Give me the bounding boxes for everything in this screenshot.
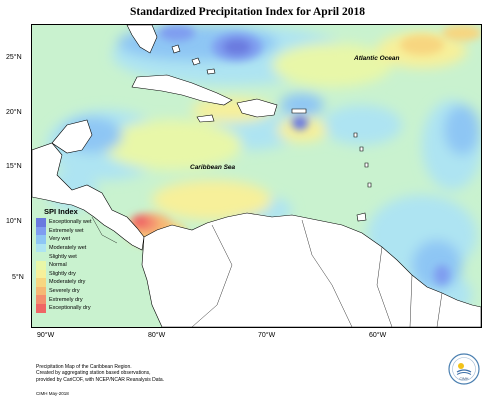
footnote-stamp: CIMH May-2018	[36, 391, 69, 396]
lat-tick-20n: 20°N	[6, 109, 22, 116]
legend-label: Exceptionally wet	[49, 219, 92, 226]
legend-label: Normal	[49, 262, 67, 269]
lon-tick-80w: 80°W	[148, 332, 166, 339]
legend-label: Moderately dry	[49, 279, 86, 286]
spi-legend: SPI Index Exceptionally wet Extremely wet…	[36, 207, 106, 313]
legend-swatch	[36, 295, 46, 304]
lat-tick-5n: 5°N	[12, 274, 24, 281]
logo-text: CIMH	[460, 377, 469, 381]
legend-swatch	[36, 278, 46, 287]
legend-item: Moderately dry	[36, 278, 106, 287]
legend-label: Slightly wet	[49, 253, 77, 260]
lon-tick-90w: 90°W	[37, 332, 55, 339]
legend-swatch	[36, 235, 46, 244]
legend-item: Slightly wet	[36, 252, 106, 261]
legend-label: Extremely wet	[49, 227, 84, 234]
legend-label: Extremely dry	[49, 296, 83, 303]
legend-item: Moderately wet	[36, 243, 106, 253]
lat-tick-25n: 25°N	[6, 54, 22, 61]
legend-item: Severely dry	[36, 286, 106, 296]
legend-swatch	[36, 269, 46, 279]
cimh-logo: CIMH	[448, 353, 480, 385]
lat-tick-10n: 10°N	[6, 218, 22, 225]
footnote-line-2: Created by aggregating station based obs…	[36, 370, 151, 377]
lon-tick-60w: 60°W	[369, 332, 387, 339]
legend-swatch	[36, 260, 46, 270]
land-masses	[32, 25, 481, 327]
legend-label: Exceptionally dry	[49, 305, 91, 312]
footnote-line-1: Precipitation Map of the Caribbean Regio…	[36, 364, 132, 370]
legend-item: Exceptionally wet	[36, 218, 106, 227]
legend-label: Moderately wet	[49, 245, 87, 252]
legend-title: SPI Index	[44, 207, 78, 216]
legend-swatch	[36, 252, 46, 261]
caribbean-sea-label: Caribbean Sea	[190, 164, 236, 171]
spi-map-canvas	[32, 25, 481, 327]
map-title: Standardized Precipitation Index for Apr…	[129, 6, 365, 18]
legend-swatch	[36, 218, 46, 227]
lat-tick-15n: 15°N	[6, 163, 22, 170]
map-footnote: Precipitation Map of the Caribbean Regio…	[36, 364, 216, 383]
legend-swatch	[36, 286, 46, 296]
legend-item: Extremely dry	[36, 295, 106, 304]
legend-label: Very wet	[49, 236, 71, 243]
legend-swatch	[36, 243, 46, 253]
legend-item: Slightly dry	[36, 269, 106, 279]
legend-item: Normal	[36, 260, 106, 270]
legend-label: Slightly dry	[49, 270, 76, 277]
legend-swatch	[36, 226, 46, 236]
atlantic-ocean-label: Atlantic Ocean	[354, 55, 400, 62]
legend-item: Exceptionally dry	[36, 303, 106, 313]
lon-tick-70w: 70°W	[258, 332, 276, 339]
footnote-line-3: provided by CariCOF, with NCEP/NCAR Rean…	[36, 376, 165, 383]
legend-swatch	[36, 303, 46, 313]
legend-item: Extremely wet	[36, 226, 106, 236]
spi-map	[31, 24, 482, 328]
legend-item: Very wet	[36, 235, 106, 244]
legend-label: Severely dry	[49, 288, 80, 295]
